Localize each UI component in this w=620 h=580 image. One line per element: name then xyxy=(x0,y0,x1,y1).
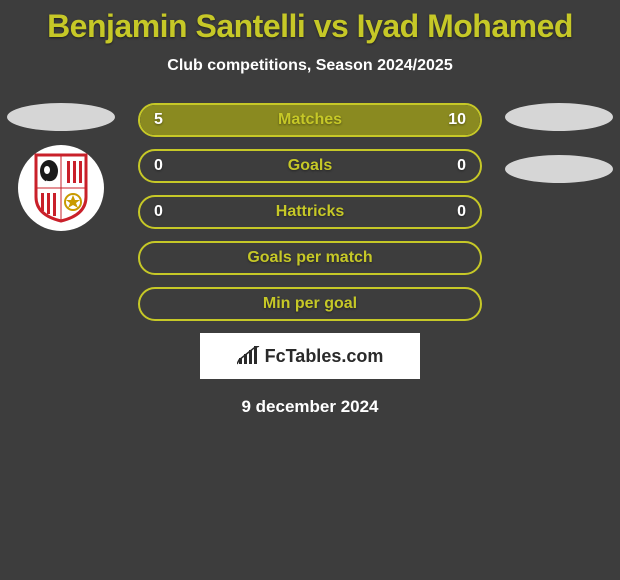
right-player-column xyxy=(504,103,614,183)
stat-bar: 0 0 Goals xyxy=(138,149,482,183)
stat-label: Matches xyxy=(278,111,342,129)
content-area: 5 10 Matches 0 0 Goals 0 0 Hattricks Goals per ma… xyxy=(0,103,620,417)
stat-bar: Min per goal xyxy=(138,287,482,321)
stat-left-value: 0 xyxy=(154,157,163,175)
stat-label: Goals xyxy=(288,157,332,175)
stat-left-value: 0 xyxy=(154,203,163,221)
club-badge-left xyxy=(18,145,104,231)
stat-bars-container: 5 10 Matches 0 0 Goals 0 0 Hattricks Goals per ma… xyxy=(138,103,482,321)
watermark-text: FcTables.com xyxy=(265,346,384,367)
stat-label: Goals per match xyxy=(247,249,372,267)
watermark: FcTables.com xyxy=(200,333,420,379)
stat-bar: 5 10 Matches xyxy=(138,103,482,137)
player-photo-placeholder-right xyxy=(505,103,613,131)
stat-bar: Goals per match xyxy=(138,241,482,275)
club-badge-placeholder-right xyxy=(505,155,613,183)
stat-right-value: 0 xyxy=(457,157,466,175)
page-title: Benjamin Santelli vs Iyad Mohamed xyxy=(0,0,620,45)
chart-bars-icon xyxy=(237,346,261,366)
stat-left-value: 5 xyxy=(154,111,163,129)
stat-bar: 0 0 Hattricks xyxy=(138,195,482,229)
left-player-column xyxy=(6,103,116,231)
stat-right-value: 10 xyxy=(448,111,466,129)
subtitle: Club competitions, Season 2024/2025 xyxy=(0,57,620,75)
date-text: 9 december 2024 xyxy=(0,397,620,417)
stat-right-value: 0 xyxy=(457,203,466,221)
stat-label: Min per goal xyxy=(263,295,357,313)
stat-label: Hattricks xyxy=(276,203,344,221)
player-photo-placeholder-left xyxy=(7,103,115,131)
club-crest-icon xyxy=(32,153,90,223)
